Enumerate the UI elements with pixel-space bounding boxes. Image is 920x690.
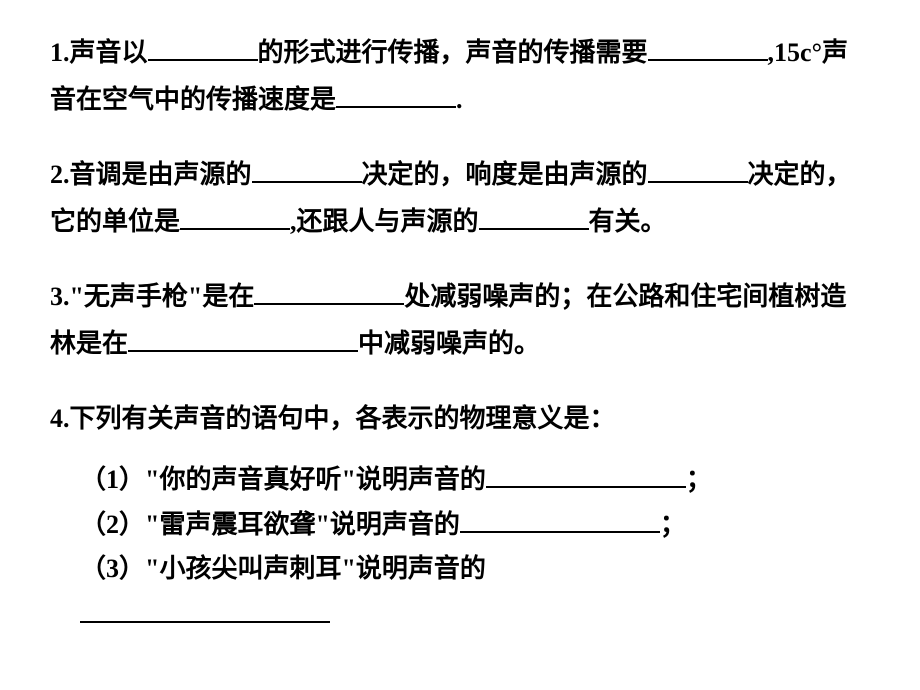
question-4-main: 4.下列有关声音的语句中，各表示的物理意义是： [50,396,870,443]
q2-text-1: 音调是由声源的 [70,160,252,189]
q4-sub-3: （3）"小孩尖叫声刺耳"说明声音的 [80,547,870,637]
q2-blank-1 [252,152,362,183]
q4-sub2-label: （2） [80,510,145,539]
q2-blank-2 [648,152,748,183]
q3-number: 3. [50,282,70,311]
q2-text-5: 有关。 [589,207,667,236]
q1-blank-1 [148,30,258,61]
question-3: 3."无声手枪"是在处减弱噪声的；在公路和住宅间植树造林是在中减弱噪声的。 [50,274,870,368]
q4-sub3-blank [80,592,330,623]
q4-sub-2: （2）"雷声震耳欲聋"说明声音的 ； [80,502,870,547]
q1-number: 1. [50,38,70,67]
q4-number: 4. [50,404,70,433]
q3-text-3: 中减弱噪声的。 [358,329,540,358]
q1-blank-2 [648,30,768,61]
q4-sub1-text-1: "你的声音真好听"说明声音的 [145,465,486,494]
q3-blank-1 [254,274,404,305]
q4-sub2-text-2: ； [660,510,686,539]
q4-sub1-label: （1） [80,465,145,494]
question-4-subitems: （1）"你的声音真好听"说明声音的 ； （2）"雷声震耳欲聋"说明声音的 ； （3）… [50,457,870,637]
q2-blank-3 [180,199,290,230]
q1-text-1: 声音以 [70,38,148,67]
q4-sub2-blank [460,502,660,533]
q1-text-2: 的形式进行传播，声音的传播需要 [258,38,648,67]
q4-sub-1: （1）"你的声音真好听"说明声音的 ； [80,457,870,502]
q4-sub3-label: （3） [80,554,145,583]
q2-number: 2. [50,160,70,189]
q2-text-4: ,还跟人与声源的 [290,207,479,236]
q1-text-4: . [456,85,463,114]
q1-blank-3 [336,77,456,108]
q4-sub2-text-1: "雷声震耳欲聋"说明声音的 [145,510,460,539]
q4-sub3-text-1: "小孩尖叫声刺耳"说明声音的 [145,554,486,583]
q2-text-2: 决定的，响度是由声源的 [362,160,648,189]
q4-sub1-blank [486,457,686,488]
question-1: 1.声音以的形式进行传播，声音的传播需要,15c°声音在空气中的传播速度是. [50,30,870,124]
q4-sub1-text-2: ； [686,465,712,494]
q2-blank-4 [479,199,589,230]
q3-blank-2 [128,321,358,352]
q4-text-main: 下列有关声音的语句中，各表示的物理意义是： [70,404,616,433]
q3-text-1: "无声手枪"是在 [70,282,255,311]
question-2: 2.音调是由声源的决定的，响度是由声源的决定的，它的单位是,还跟人与声源的有关。 [50,152,870,246]
